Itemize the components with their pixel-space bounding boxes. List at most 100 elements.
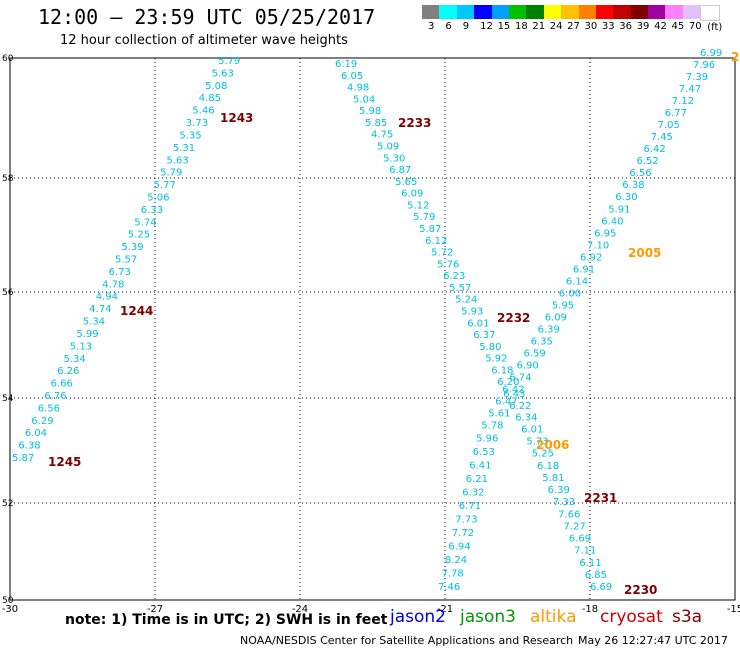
wave-height-value: 5.87 [419,224,441,235]
colorbar-cell: 6 [439,5,457,32]
page-title: 12:00 — 23:59 UTC 05/25/2017 [38,5,376,29]
colorbar-cell: 45 [665,5,684,32]
wave-height-value: 6.00 [559,288,581,299]
y-tick-label: 60 [2,54,14,64]
wave-height-value: 6.18 [491,365,513,376]
wave-height-value: 6.87 [389,165,411,176]
colorbar-cell: 9 [456,5,475,32]
wave-height-value: 5.79 [218,56,240,67]
wave-height-value: 7.78 [442,569,464,580]
wave-height-value: 5.79 [413,212,435,223]
colorbar-cell: 70 [682,5,702,32]
wave-height-value: 7.66 [558,509,580,520]
colorbar-cell: 39 [630,5,649,32]
satellite-jason3: jason3 [460,607,516,627]
pass-time-label: 2230 [624,583,657,597]
colorbar-label: 24 [549,21,563,32]
wave-height-value: 7.39 [686,72,708,83]
wave-height-value: 7.11 [574,546,596,557]
pass-time-label: 1243 [220,111,253,125]
wave-height-value: 6.34 [515,413,537,424]
wave-height-value: 5.57 [115,255,137,266]
colorbar-cell: 21 [526,5,545,32]
colorbar-cell: 36 [613,5,632,32]
pass-time-label: 2233 [398,116,431,130]
wave-height-value: 6.59 [524,349,546,360]
wave-height-value: 6.01 [521,424,543,435]
wave-height-value: 6.12 [425,236,447,247]
colorbar-label: 70 [688,21,702,32]
wave-height-value: 5.93 [461,307,483,318]
wave-height-value: 6.09 [401,189,423,200]
colorbar-cell: 24 [543,5,562,32]
colorbar-cell: 18 [508,5,528,32]
wave-height-value: 5.78 [481,421,503,432]
wave-height-value: 5.91 [608,204,630,215]
wave-height-value: 5.46 [192,106,214,117]
wave-height-value: 5.06 [147,193,169,204]
wave-height-value: 7.27 [564,521,586,532]
wave-height-value: 5.12 [407,200,429,211]
wave-height-value: 5.25 [128,230,150,241]
wave-height-value: 6.69 [590,582,612,593]
wave-height-value: 6.43 [503,389,525,400]
wave-height-value: 5.25 [532,449,554,460]
wave-height-value: 6.90 [517,361,539,372]
credit-text: NOAA/NESDIS Center for Satellite Applica… [240,634,574,647]
wave-height-value: 6.85 [585,570,607,581]
wave-height-value: 5.57 [449,283,471,294]
colorbar-cell: 15 [491,5,510,32]
wave-height-value: 6.32 [462,488,484,499]
x-tick-label: -27 [147,604,163,615]
pass-time-label: 2005 [628,246,661,260]
wave-height-value: 4.74 [89,304,111,315]
wave-height-value: 6.20 [497,377,519,388]
wave-height-value: 6.73 [109,267,131,278]
colorbar-cell: 33 [595,5,615,32]
wave-height-value: 6.05 [341,71,363,82]
wave-height-value: 4.75 [371,130,393,141]
wave-height-value: 6.19 [335,59,357,70]
wave-height-value: 6.76 [44,391,66,402]
wave-height-value: 6.01 [467,318,489,329]
colorbar-cell: 12 [474,5,493,32]
wave-height-value: 6.22 [509,401,531,412]
wave-height-value: 6.30 [615,192,637,203]
wave-height-value: 6.99 [700,48,722,59]
wave-height-value: 5.74 [134,217,156,228]
wave-height-value: 5.76 [437,259,459,270]
wave-height-value: 6.38 [622,180,644,191]
wave-height-value: 6.56 [38,403,60,414]
wave-height-value: 5.09 [377,142,399,153]
wave-height-value: 5.98 [359,106,381,117]
wave-height-value: 6.38 [18,441,40,452]
wave-height-value: 6.29 [31,416,53,427]
colorbar-label: 6 [445,21,452,32]
wave-height-value: 7.96 [693,60,715,71]
y-tick-label: 50 [2,596,14,606]
wave-height-value: 6.42 [644,144,666,155]
x-tick-label: -15 [727,604,740,615]
wave-height-value: 5.77 [154,180,176,191]
wave-height-value: 5.61 [488,409,510,420]
wave-height-value: 5.34 [64,354,86,365]
wave-height-value: 7.73 [455,515,477,526]
wave-height-value: 5.99 [76,329,98,340]
colorbar-label: 12 [480,21,493,32]
wave-height-value: 6.47 [495,397,517,408]
wave-height-value: 5.24 [455,295,477,306]
wave-height-value: 5.34 [83,317,105,328]
pass-time-label: 2231 [584,491,617,505]
satellite-cryosat: cryosat [600,607,663,627]
wave-height-value: 6.23 [443,271,465,282]
wave-height-value: 6.42 [502,385,524,396]
wave-height-value: 6.71 [459,501,481,512]
wave-height-value: 6.53 [473,447,495,458]
y-tick-label: 52 [2,499,13,509]
wave-height-value: 5.13 [70,341,92,352]
colorbar-label: 3 [428,21,435,32]
wave-height-value: 5.87 [12,453,34,464]
pass-time-label: 2006 [536,438,569,452]
wave-height-value: 6.69 [569,534,591,545]
